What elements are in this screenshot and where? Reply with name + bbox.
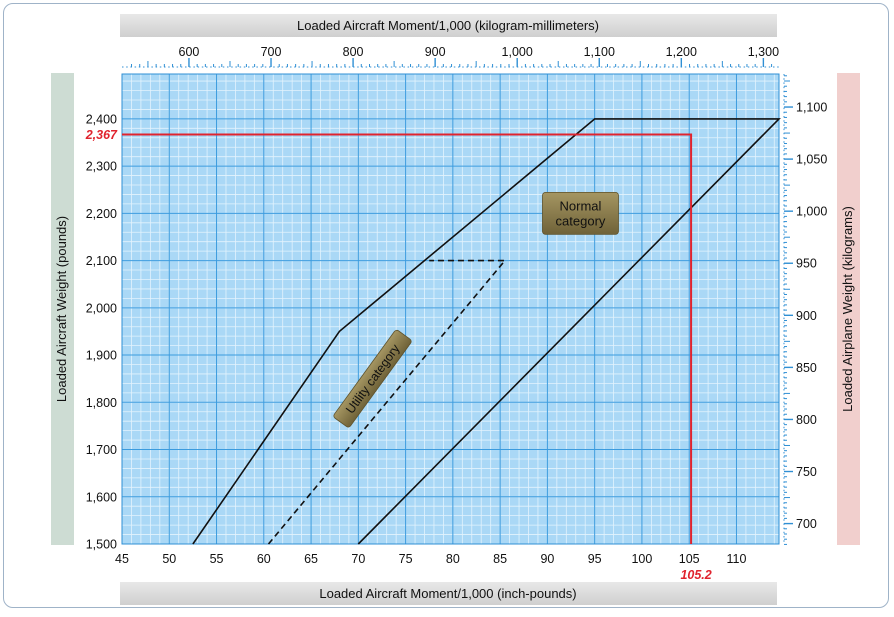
left-axis-banner — [51, 73, 74, 545]
right-axis-tick-label: 700 — [796, 517, 817, 531]
plot-border — [121, 73, 780, 545]
bottom-axis-tick-label: 90 — [540, 552, 554, 566]
bottom-axis-tick-label: 100 — [631, 552, 652, 566]
top-axis-tick-label: 700 — [261, 45, 282, 59]
bottom-axis-banner — [120, 582, 777, 605]
top-axis-tick-labels: 600 700 800 900 1,000 1,100 1,200 1,300 — [179, 45, 780, 59]
example-reading: 2,367 105.2 — [85, 128, 712, 582]
figure-frame: Loaded Aircraft Moment/1,000 (kilogram-m… — [3, 3, 889, 608]
plot-area — [122, 74, 779, 544]
right-axis-tick-label: 1,050 — [796, 153, 827, 167]
example-reading-line — [122, 133, 693, 544]
bottom-axis-tick-label: 70 — [351, 552, 365, 566]
bottom-axis-title: Loaded Aircraft Moment/1,000 (inch-pound… — [319, 586, 576, 601]
top-axis-tick-label: 1,300 — [748, 45, 779, 59]
utility-category-box — [333, 329, 412, 428]
right-axis-ticks — [783, 74, 793, 545]
normal-category-text: Normal — [560, 198, 602, 213]
right-axis-tick-label: 950 — [796, 257, 817, 271]
bottom-axis-tick-label: 110 — [726, 552, 746, 566]
normal-category-box — [542, 191, 619, 235]
right-axis-tick-labels: 700 750 800 850 900 950 1,000 1,050 1,100 — [796, 101, 827, 532]
left-axis-title: Loaded Aircraft Weight (pounds) — [54, 216, 69, 402]
right-axis-tick-label: 850 — [796, 361, 817, 375]
left-axis-tick-label: 1,600 — [86, 490, 117, 504]
bottom-axis-tick-label: 85 — [493, 552, 507, 566]
normal-envelope-line — [192, 118, 781, 545]
top-axis-ticks — [122, 58, 779, 68]
left-axis-tick-labels: 1,500 1,600 1,700 1,800 1,900 2,000 2,100 2,200… — [86, 112, 117, 551]
envelope-lines — [192, 118, 781, 545]
bottom-axis-tick-labels: 45 50 55 60 65 70 75 80 85 90 95 100 105 110 — [115, 552, 746, 566]
example-weight-label: 2,367 — [85, 128, 118, 142]
top-axis-title: Loaded Aircraft Moment/1,000 (kilogram-m… — [297, 18, 599, 33]
bottom-axis-tick-label: 50 — [162, 552, 176, 566]
top-axis-tick-label: 1,000 — [502, 45, 533, 59]
bottom-axis-tick-label: 105 — [679, 552, 700, 566]
example-moment-label: 105.2 — [680, 568, 711, 582]
left-axis-tick-label: 2,300 — [86, 160, 117, 174]
right-axis-title: Loaded Airplane Weight (kilograms) — [840, 206, 855, 412]
bottom-axis-tick-label: 45 — [115, 552, 129, 566]
utility-envelope-line — [267, 259, 507, 545]
right-axis-tick-label: 900 — [796, 309, 817, 323]
top-axis-tick-label: 1,100 — [584, 45, 615, 59]
left-axis-tick-label: 1,500 — [86, 538, 117, 552]
right-axis-tick-label: 1,000 — [796, 205, 827, 219]
left-axis-tick-label: 2,400 — [86, 112, 117, 126]
normal-category-text: category — [556, 213, 606, 228]
left-axis-tick-label: 2,100 — [86, 254, 117, 268]
bottom-axis-tick-label: 75 — [399, 552, 413, 566]
left-axis-tick-label: 2,200 — [86, 207, 117, 221]
bottom-axis-tick-label: 80 — [446, 552, 460, 566]
cg-envelope-chart: Loaded Aircraft Moment/1,000 (kilogram-m… — [51, 14, 860, 605]
left-axis-tick-label: 1,800 — [86, 396, 117, 410]
top-axis-tick-label: 900 — [425, 45, 446, 59]
left-axis-tick-label: 2,000 — [86, 301, 117, 315]
left-axis-tick-label: 1,900 — [86, 349, 117, 363]
right-axis-tick-label: 750 — [796, 465, 817, 479]
bottom-axis-tick-label: 65 — [304, 552, 318, 566]
left-axis-tick-label: 1,700 — [86, 443, 117, 457]
bottom-axis-tick-label: 55 — [210, 552, 224, 566]
right-axis-tick-label: 1,100 — [796, 101, 827, 115]
top-axis-tick-label: 600 — [179, 45, 200, 59]
right-axis-tick-label: 800 — [796, 413, 817, 427]
right-axis-banner — [837, 73, 860, 545]
top-axis-banner — [120, 14, 777, 37]
bottom-axis-tick-label: 95 — [588, 552, 602, 566]
bottom-axis-tick-label: 60 — [257, 552, 271, 566]
top-axis-tick-label: 800 — [343, 45, 364, 59]
top-axis-tick-label: 1,200 — [666, 45, 697, 59]
